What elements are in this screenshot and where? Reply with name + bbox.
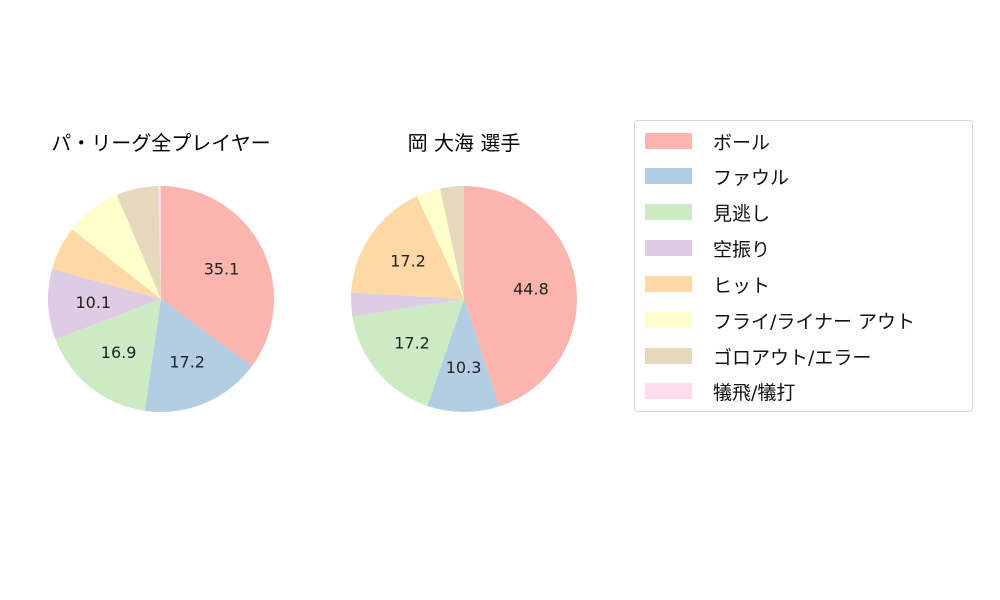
pie-slice xyxy=(351,292,464,317)
legend-swatch xyxy=(645,383,692,399)
legend: ボール ファウル 見逃し 空振り ヒット フライ/ライナー アウト ゴロアウト/… xyxy=(634,120,973,412)
pie-slice xyxy=(427,299,500,413)
pie-slice xyxy=(352,299,464,406)
pie-slice xyxy=(55,299,161,411)
pie-slice xyxy=(116,186,161,299)
legend-item-fly-liner-out: フライ/ライナー アウト xyxy=(645,308,916,333)
legend-label: 犠飛/犠打 xyxy=(713,381,796,404)
pie-chart-player: 44.8 10.3 17.2 17.2 xyxy=(351,186,577,413)
pie-slice xyxy=(417,188,464,299)
legend-item-groundout-error: ゴロアウト/エラー xyxy=(645,344,872,369)
legend-label: ゴロアウト/エラー xyxy=(713,346,872,369)
legend-swatch xyxy=(645,133,692,149)
legend-item-ball: ボール xyxy=(645,129,771,154)
legend-swatch xyxy=(645,312,692,328)
legend-item-sacrifice: 犠飛/犠打 xyxy=(645,379,796,404)
legend-label: 見逃し xyxy=(713,202,771,225)
legend-swatch xyxy=(645,204,692,220)
pie-chart-league: 35.1 17.2 16.9 10.1 xyxy=(48,186,274,413)
pie-title-player: 岡 大海 選手 xyxy=(407,131,521,155)
legend-label: ファウル xyxy=(713,166,790,189)
pie-slice-label: 10.1 xyxy=(75,293,111,312)
pie-slice-label: 17.2 xyxy=(390,252,426,271)
pie-slice-label: 17.2 xyxy=(394,334,430,353)
pie-slice xyxy=(52,229,161,299)
pie-slice-label: 35.1 xyxy=(204,259,240,278)
pie-title-league: パ・リーグ全プレイヤー xyxy=(51,131,271,155)
pie-slice xyxy=(439,186,464,299)
pie-slice xyxy=(144,299,252,413)
legend-label: フライ/ライナー アウト xyxy=(713,310,916,333)
pie-slice xyxy=(72,195,161,299)
pie-slice xyxy=(161,186,274,366)
pie-slice-label: 17.2 xyxy=(169,353,205,372)
legend-item-swinging-strike: 空振り xyxy=(645,236,771,261)
pie-slice xyxy=(464,186,577,407)
legend-item-foul: ファウル xyxy=(645,164,790,189)
legend-label: 空振り xyxy=(713,238,771,261)
pie-slice-label: 10.3 xyxy=(446,358,482,377)
pie-slice-label: 16.9 xyxy=(101,343,137,362)
legend-item-hit: ヒット xyxy=(645,272,771,297)
pie-slice xyxy=(351,196,464,299)
legend-swatch xyxy=(645,276,692,292)
legend-label: ボール xyxy=(713,131,771,154)
legend-label: ヒット xyxy=(713,274,771,297)
pie-slice-label: 44.8 xyxy=(513,279,549,298)
legend-swatch xyxy=(645,240,692,256)
pie-slice xyxy=(48,268,161,340)
legend-item-called-strike: 見逃し xyxy=(645,200,771,225)
legend-swatch xyxy=(645,348,692,364)
pie-slice xyxy=(158,186,161,299)
legend-swatch xyxy=(645,168,692,184)
